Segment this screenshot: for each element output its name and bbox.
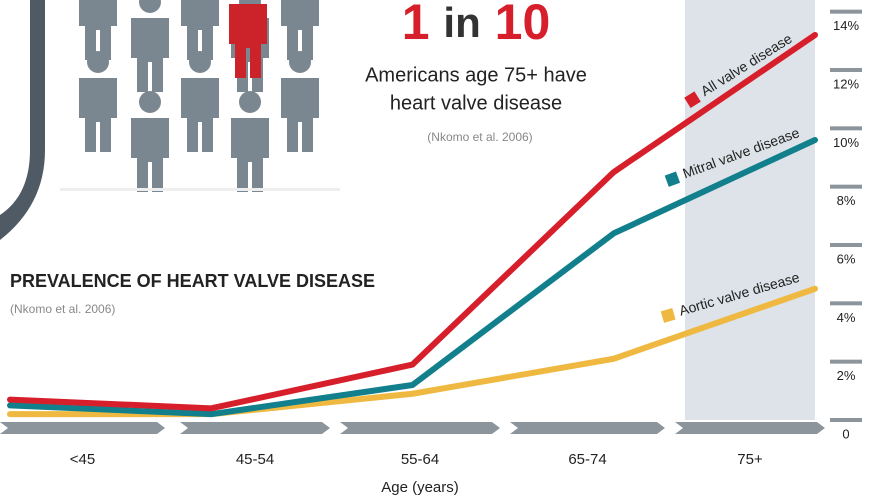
person-head — [289, 51, 311, 73]
y-tick-label: 4% — [837, 310, 856, 325]
x-axis-label: Age (years) — [381, 479, 459, 496]
y-tick-label: 0 — [842, 426, 849, 441]
people-shadow — [60, 188, 340, 191]
legend-swatch — [684, 91, 701, 108]
y-tick-label: 8% — [837, 193, 856, 208]
tick-bar — [830, 9, 862, 14]
person-head — [239, 91, 261, 113]
highlight-band — [685, 0, 815, 420]
chart-source: (Nkomo et al. 2006) — [10, 302, 115, 316]
subtitle-line: heart valve disease — [390, 92, 562, 114]
legend-swatch — [660, 308, 676, 323]
x-tick-label: 75+ — [737, 451, 763, 468]
person-body — [281, 78, 319, 152]
axis-arrow — [0, 422, 165, 434]
tick-bar — [830, 243, 862, 247]
x-tick-label: <45 — [70, 451, 95, 468]
headline-connector: in — [443, 0, 480, 46]
subtitle-source: (Nkomo et al. 2006) — [427, 130, 532, 144]
series-line — [7, 137, 818, 418]
tick-bar — [830, 418, 862, 422]
tick-bar — [830, 359, 862, 364]
axis-arrow — [340, 422, 500, 434]
tick-bar — [830, 184, 862, 189]
headline-number: 1 — [402, 0, 430, 50]
axis-arrow — [675, 422, 825, 434]
chart-title: PREVALENCE OF HEART VALVE DISEASE — [10, 271, 375, 291]
person-head — [189, 51, 211, 73]
subtitle-line: Americans age 75+ have — [365, 64, 587, 86]
person-body — [231, 118, 269, 192]
x-tick-label: 55-64 — [401, 451, 439, 468]
y-tick-label: 14% — [833, 18, 859, 33]
y-tick-label: 2% — [837, 368, 856, 383]
axis-arrow — [180, 422, 330, 434]
y-tick-label: 6% — [837, 251, 856, 266]
person-body — [181, 0, 219, 60]
person-head — [87, 51, 109, 73]
axis-arrow — [510, 422, 665, 434]
headline: 1 in 10 — [402, 0, 551, 50]
person-head — [139, 0, 161, 13]
series-line — [7, 32, 818, 412]
person-body — [131, 118, 169, 192]
person-head — [139, 91, 161, 113]
headline-total: 10 — [495, 0, 551, 50]
x-tick-label: 45-54 — [236, 451, 274, 468]
y-tick-label: 12% — [833, 76, 859, 91]
person-body — [281, 0, 319, 60]
tick-bar — [830, 68, 862, 72]
tick-bar — [830, 301, 862, 306]
legend-swatch — [664, 171, 681, 187]
x-tick-label: 65-74 — [568, 451, 606, 468]
corner-inner — [0, 0, 30, 215]
person-body — [79, 78, 117, 152]
person-body — [181, 78, 219, 152]
person-body — [229, 4, 267, 78]
person-body — [79, 0, 117, 60]
y-tick-label: 10% — [833, 135, 859, 150]
person-body — [131, 18, 169, 92]
tick-bar — [830, 126, 862, 131]
people-icons — [60, 0, 340, 192]
